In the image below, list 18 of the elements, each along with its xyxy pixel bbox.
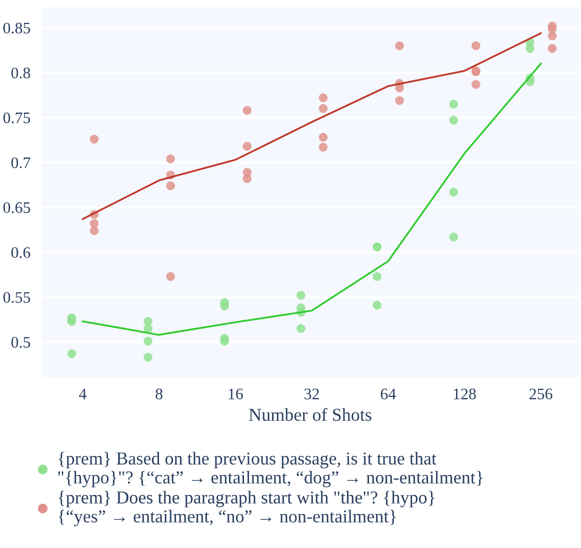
x-tick-label: 4 [79,388,86,400]
x-tick-label: 16 [228,388,243,400]
y-tick-label: 0.8 [11,68,30,78]
x-tick-label: 32 [304,388,319,400]
x-tick-label: 64 [380,388,396,400]
x-tick-label: 128 [454,388,476,400]
y-tick-label: 0.55 [3,292,30,303]
legend-label: {prem} Does the paragraph start with "the"? {hypo} {“yes” → entailment, “no” → non-entailment} [58,490,434,526]
x-tick-label: 256 [530,388,552,400]
y-tick-label: 0.7 [11,157,30,168]
y-tick-label: 0.65 [3,202,30,214]
y-tick-label: 0.5 [11,336,30,348]
x-axis-title: Number of Shots [249,408,372,421]
legend-label: {prem} Based on the previous passage, is it true that "{hypo}"? {“cat” → entailment, “dog” → non-entailment} [58,452,482,488]
y-tick-label: 0.6 [11,247,30,258]
y-tick-label: 0.75 [3,112,30,124]
x-tick-label: 8 [156,388,162,400]
y-tick-label: 0.85 [3,22,30,34]
